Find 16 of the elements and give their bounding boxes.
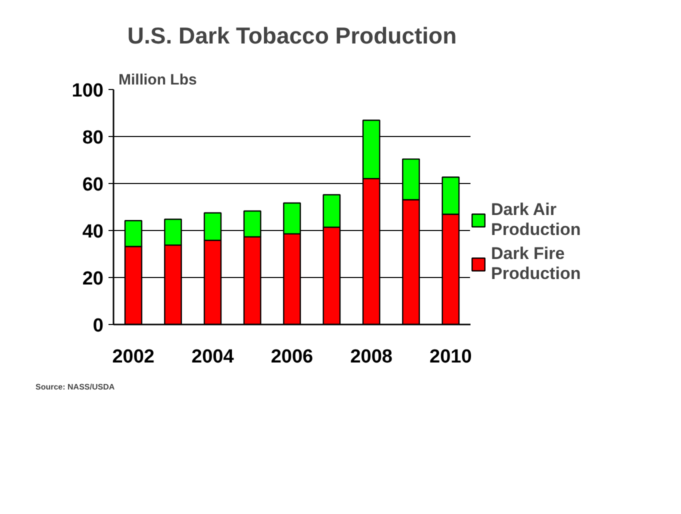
- x-tick-label: 2008: [350, 346, 392, 368]
- y-tick-label: 60: [82, 174, 104, 196]
- y-axis-title: Million Lbs: [118, 72, 197, 88]
- x-tick-label: 2002: [112, 346, 154, 368]
- x-tick-label: 2010: [430, 346, 472, 368]
- y-tick-label: 0: [92, 316, 104, 336]
- legend-label: Dark Fire Production: [491, 244, 581, 284]
- y-tick-label: 40: [82, 222, 104, 242]
- x-tick-label: 2006: [270, 346, 314, 368]
- source-note: Source: NASS/USDA: [36, 382, 115, 392]
- chart-title: U.S. Dark Tobacco Production: [127, 22, 457, 48]
- x-tick-label: 2004: [192, 346, 234, 368]
- y-tick-label: 100: [72, 80, 104, 102]
- legend-label: Dark Air Production: [491, 200, 581, 240]
- y-tick-label: 20: [82, 268, 104, 290]
- y-tick-label: 80: [82, 128, 104, 148]
